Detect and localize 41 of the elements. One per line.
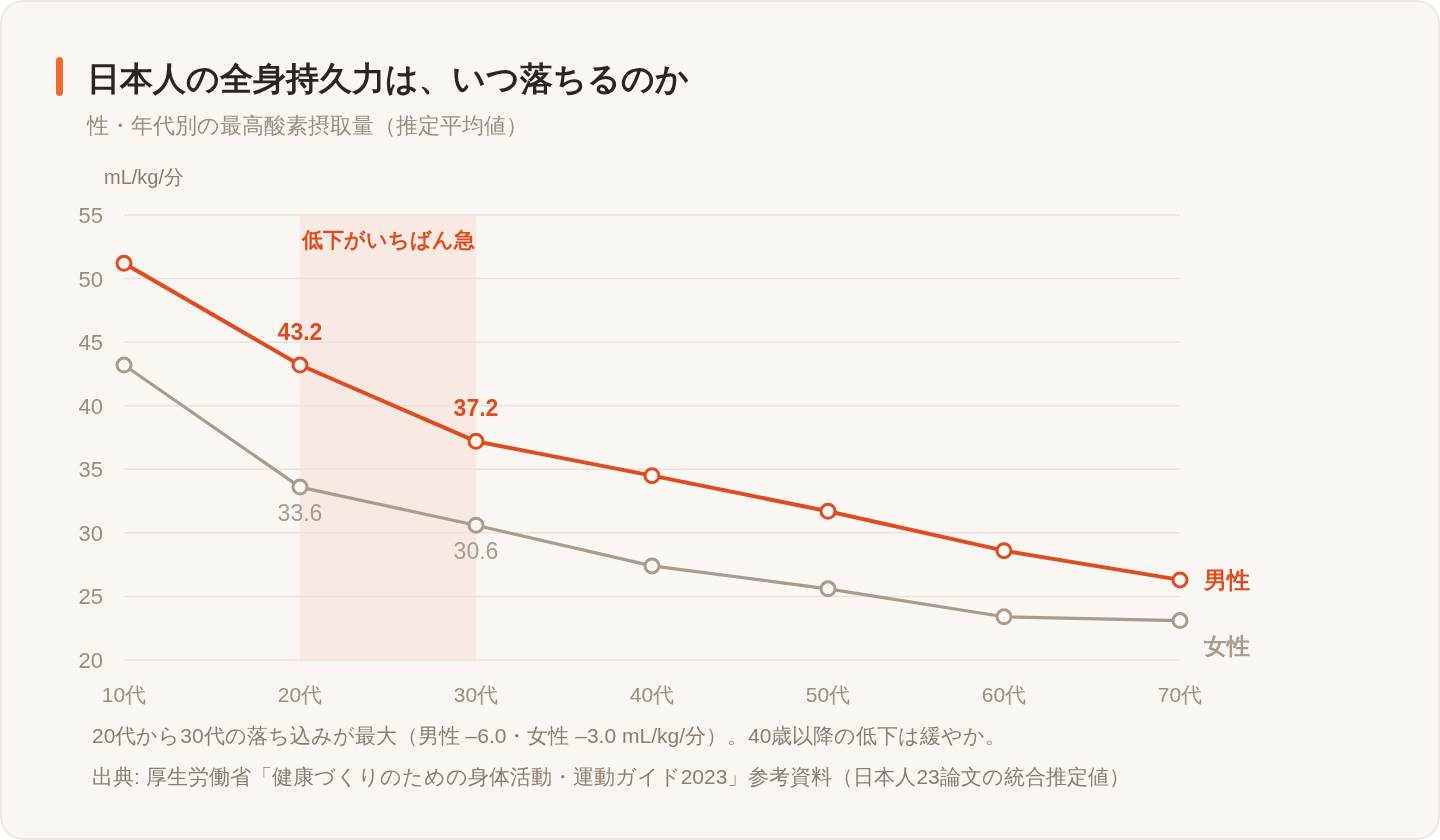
chart-title: 日本人の全身持久力は、いつ落ちるのか <box>87 60 689 97</box>
x-tick-label: 30代 <box>453 683 499 706</box>
point <box>1171 612 1189 630</box>
point <box>467 432 485 450</box>
point <box>115 254 133 272</box>
x-tick-label: 10代 <box>101 683 147 706</box>
point <box>819 580 837 598</box>
x-tick-label: 60代 <box>981 683 1027 706</box>
point <box>291 356 309 374</box>
y-tick-label: 50 <box>78 266 103 292</box>
y-tick-label: 20 <box>78 647 103 673</box>
y-axis-title: mL/kg/分 <box>104 166 185 188</box>
point <box>1171 571 1189 589</box>
chart-subtitle: 性・年代別の最高酸素摂取量（推定平均値） <box>86 113 528 138</box>
text: 20代から30代の落ち込みが最大（男性 –6.0・女性 –3.0 mL/kg/分）。40歳以降の低下は緩やか。 <box>92 724 1007 747</box>
y-tick-label: 40 <box>78 393 103 419</box>
point <box>291 478 309 496</box>
point <box>995 542 1013 560</box>
x-tick-label: 40代 <box>629 683 675 706</box>
y-tick-label: 30 <box>78 520 103 546</box>
x-tick-label: 70代 <box>1157 683 1203 706</box>
x-tick-label: 50代 <box>805 683 851 706</box>
source-note: 出典: 厚生労働省「健康づくりのための身体活動・運動ガイド2023」参考資料（日本人23論文の統合推定値） <box>92 765 1130 788</box>
point <box>467 516 485 534</box>
point <box>819 502 837 520</box>
series-label: 女性 <box>1203 632 1250 659</box>
data-label: 30.6 <box>453 538 499 565</box>
point <box>115 356 133 374</box>
data-label: 37.2 <box>453 395 499 422</box>
series-label: 男性 <box>1203 566 1250 593</box>
band-label: 低下がいちばん急 <box>300 228 475 251</box>
x-tick-label: 20代 <box>277 683 323 706</box>
y-tick-label: 25 <box>78 583 103 609</box>
y-tick-label: 55 <box>78 202 103 228</box>
point <box>643 467 661 485</box>
point <box>995 608 1013 626</box>
y-tick-label: 35 <box>78 456 103 482</box>
point <box>643 557 661 575</box>
data-label: 43.2 <box>277 319 323 346</box>
data-label: 33.6 <box>277 500 323 527</box>
y-tick-label: 45 <box>78 329 103 355</box>
